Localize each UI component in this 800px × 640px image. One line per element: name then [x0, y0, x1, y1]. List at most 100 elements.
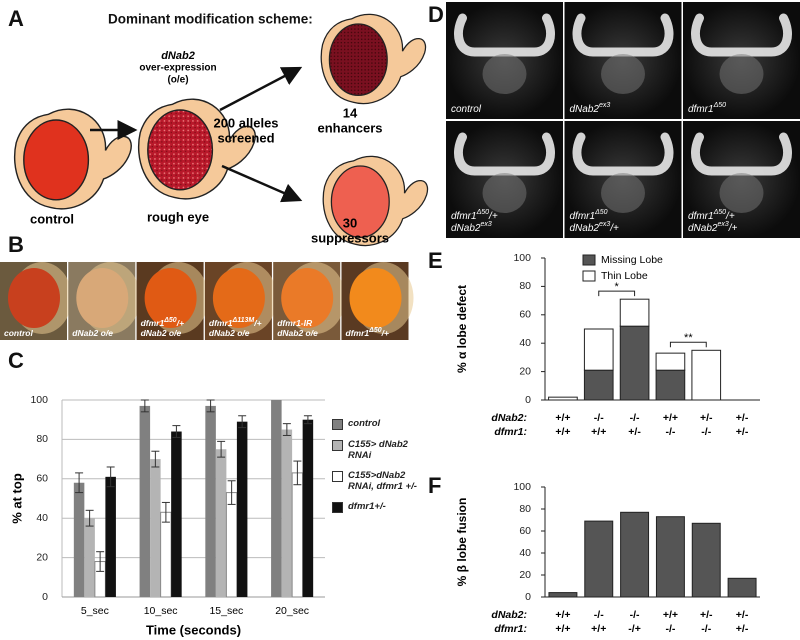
significance-mark: *: [615, 281, 620, 293]
y-axis-title: % β lobe fusion: [455, 498, 469, 587]
x-tick-label: -/-: [701, 623, 711, 635]
scheme-text: 14: [343, 105, 358, 120]
legend-box: control C155> dNab2 RNAi C155>dNab2 RNAi, …: [332, 418, 424, 513]
superscript: Δ113M: [232, 317, 255, 324]
label-part: /+: [176, 318, 184, 328]
error-bar: [293, 460, 302, 486]
label-line: dfmr1Δ50: [688, 102, 726, 114]
mushroom-body: [454, 13, 555, 57]
bar: [73, 482, 85, 597]
brain-glow: [482, 54, 527, 94]
brain-glow: [482, 173, 527, 213]
fly-head: [320, 13, 427, 105]
error-bar: [217, 440, 226, 458]
label-part: dNab2 o/e: [141, 328, 182, 338]
bar: [150, 459, 161, 597]
error-bar: [85, 509, 94, 527]
fly-head: [13, 108, 132, 210]
bar: [548, 592, 578, 598]
bar: [655, 516, 685, 598]
label-line: dfmr1Δ113M/+: [209, 317, 262, 328]
x-tick-label: +/-: [736, 412, 749, 424]
label-line: dfmr1Δ50: [570, 209, 608, 221]
photo-eye: [281, 268, 334, 328]
scheme-text: enhancers: [317, 120, 382, 135]
error-bar: [151, 450, 160, 468]
legend-swatch: [332, 502, 343, 513]
legend-item: dfmr1+/-: [332, 501, 424, 513]
brain-image: [446, 2, 563, 119]
error-bar: [282, 423, 291, 436]
brain-image: [446, 121, 563, 238]
y-tick-label: 0: [525, 394, 531, 406]
mushroom-body: [691, 132, 792, 176]
x-tick-label: +/-: [700, 412, 713, 424]
x-tick-label: -/-: [665, 426, 675, 438]
bar: [691, 522, 721, 598]
bar-segment: [548, 396, 578, 401]
brain-glow: [719, 54, 764, 94]
legend-label: Missing Lobe: [601, 254, 663, 266]
error-bar: [75, 472, 84, 494]
bar-segment: [583, 369, 614, 401]
label-part: dfmr1: [209, 318, 233, 328]
superscript: Δ50: [713, 209, 727, 216]
x-tick-label: -/+: [628, 623, 641, 635]
y-axis-title: % α lobe defect: [455, 285, 469, 373]
label-part: dfmr1: [688, 104, 714, 115]
label-line: dNab2 o/e: [277, 328, 318, 338]
bar: [584, 520, 614, 598]
y-tick-label: 20: [519, 365, 531, 377]
y-tick-label: 100: [513, 252, 531, 264]
bar-segment: [583, 328, 614, 371]
label-line: dfmr1Δ50/+: [451, 209, 498, 221]
legend-item: C155>dNab2 RNAi, dfmr1 +/-: [332, 470, 424, 492]
x-tick-label: -/-: [594, 412, 604, 424]
photo-eye: [212, 268, 265, 328]
error-bar: [172, 425, 181, 438]
x-tick-label: +/-: [736, 609, 749, 621]
label-part: dNab2 o/e: [277, 328, 318, 338]
genotype-label: dNab2:: [491, 412, 527, 424]
bar-segment: [619, 298, 650, 327]
label-part: dfmr1: [346, 328, 370, 338]
significance-bracket: [669, 341, 707, 348]
label-part: /+: [609, 223, 619, 234]
label-line: dfmr1Δ50/+: [141, 317, 184, 328]
x-tick-label: +/-: [628, 426, 641, 438]
y-tick-label: 0: [525, 591, 531, 603]
label-part: dfmr1-IR: [277, 318, 313, 328]
eye-photo: [68, 262, 141, 340]
superscript: Δ50: [713, 102, 727, 109]
x-tick-label: +/+: [555, 623, 570, 635]
label-part: /+: [725, 211, 735, 222]
bar-segment: [655, 369, 686, 401]
error-bar: [227, 480, 236, 505]
label-part: /+: [253, 318, 261, 328]
y-tick-label: 60: [519, 525, 531, 537]
x-tick-label: -/-: [630, 412, 640, 424]
brain-image: [564, 2, 682, 119]
photo-eye: [76, 268, 129, 328]
label-part: dNab2: [570, 223, 600, 234]
superscript: Δ50: [594, 209, 608, 216]
eye-photo: [273, 262, 346, 340]
bar: [620, 511, 650, 598]
label-part: /+: [488, 211, 498, 222]
label-line: dfmr1Δ50/+: [688, 209, 735, 221]
genotype-label: dfmr1:: [494, 426, 527, 438]
arrow: [221, 164, 303, 203]
eye: [330, 165, 390, 239]
label-line: control: [4, 328, 33, 338]
scheme-text: (o/e): [167, 75, 188, 86]
y-tick-label: 40: [36, 512, 48, 524]
scheme-text: dNab2: [161, 50, 195, 62]
superscript: Δ50: [163, 317, 177, 324]
label-part: dfmr1: [141, 318, 165, 328]
label-line: control: [451, 104, 482, 115]
bar-segment: [619, 325, 650, 401]
bar: [139, 405, 151, 597]
scheme-text: 200 alleles: [213, 115, 278, 130]
x-tick-label: -/-: [701, 426, 711, 438]
label-line: dfmr1Δ50/+: [346, 327, 389, 338]
